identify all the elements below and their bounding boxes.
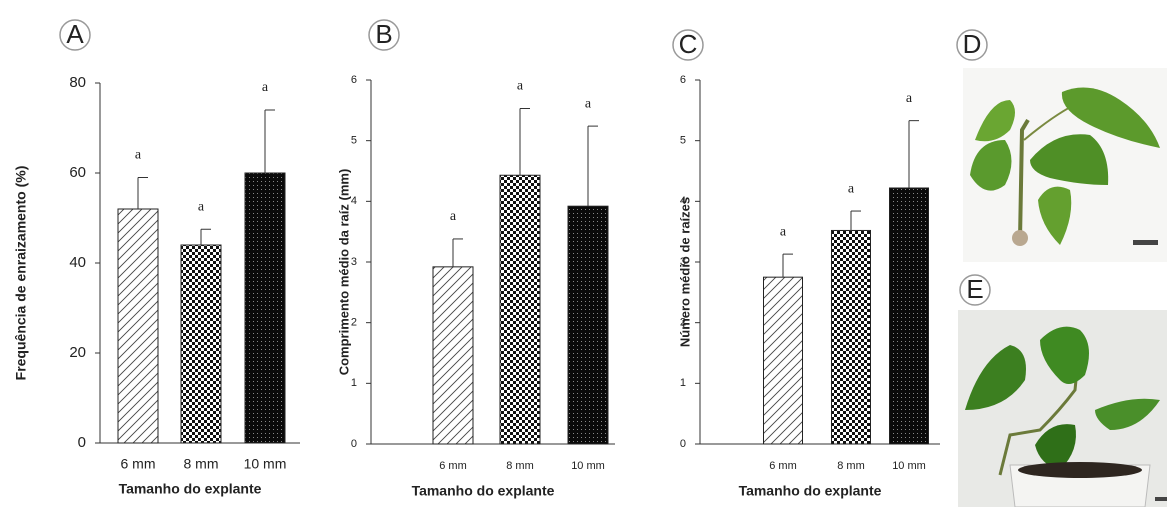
x-tick-label: 8 mm bbox=[506, 460, 534, 472]
bar bbox=[433, 267, 473, 444]
x-tick-label: 8 mm bbox=[837, 460, 865, 472]
significance-letter: a bbox=[135, 148, 142, 163]
y-tick-label: 80 bbox=[69, 74, 86, 91]
bar bbox=[500, 175, 540, 444]
y-tick-label: 1 bbox=[351, 377, 357, 389]
figure: A0204060806 mma8 mma10 mmaTamanho do exp… bbox=[0, 0, 1167, 507]
y-tick-label: 5 bbox=[351, 135, 357, 147]
bar bbox=[245, 173, 285, 443]
panel-label: C bbox=[679, 29, 698, 59]
x-tick-label: 10 mm bbox=[244, 456, 287, 472]
y-tick-label: 0 bbox=[351, 438, 357, 450]
y-tick-label: 60 bbox=[69, 164, 86, 181]
x-axis-label: Tamanho do explante bbox=[739, 483, 882, 499]
x-axis-label: Tamanho do explante bbox=[412, 483, 555, 499]
x-tick-label: 6 mm bbox=[121, 456, 156, 472]
x-axis-label: Tamanho do explante bbox=[119, 481, 262, 497]
panel-label: A bbox=[66, 19, 84, 49]
significance-letter: a bbox=[517, 79, 524, 94]
y-tick-label: 1 bbox=[680, 377, 686, 389]
x-tick-label: 6 mm bbox=[769, 460, 797, 472]
photo-d bbox=[963, 68, 1167, 262]
significance-letter: a bbox=[262, 80, 269, 95]
bar bbox=[181, 245, 221, 443]
y-axis-label: Frequência de enraizamento (%) bbox=[13, 166, 29, 381]
x-tick-label: 8 mm bbox=[184, 456, 219, 472]
y-axis-label: Número médio de raízes bbox=[677, 197, 692, 347]
y-tick-label: 5 bbox=[680, 135, 686, 147]
x-tick-label: 6 mm bbox=[439, 460, 467, 472]
significance-letter: a bbox=[198, 199, 205, 214]
significance-letter: a bbox=[450, 209, 457, 224]
x-tick-label: 10 mm bbox=[892, 460, 926, 472]
significance-letter: a bbox=[906, 91, 913, 106]
y-tick-label: 6 bbox=[351, 74, 357, 86]
y-tick-label: 40 bbox=[69, 254, 86, 271]
y-tick-label: 20 bbox=[69, 344, 86, 361]
photo-e bbox=[958, 310, 1167, 507]
y-tick-label: 3 bbox=[351, 256, 357, 268]
y-tick-label: 2 bbox=[351, 317, 357, 329]
y-tick-label: 0 bbox=[680, 438, 686, 450]
significance-letter: a bbox=[848, 181, 855, 196]
panel-label: B bbox=[375, 19, 392, 49]
bar bbox=[832, 230, 871, 444]
photo-label: D bbox=[963, 29, 982, 59]
bar bbox=[764, 277, 803, 444]
y-axis-label: Comprimento médio da raíz (mm) bbox=[336, 169, 351, 376]
bar bbox=[568, 206, 608, 444]
y-tick-label: 0 bbox=[78, 434, 86, 451]
x-tick-label: 10 mm bbox=[571, 460, 605, 472]
significance-letter: a bbox=[585, 96, 592, 111]
y-tick-label: 6 bbox=[680, 74, 686, 86]
y-tick-label: 4 bbox=[351, 195, 357, 207]
bar bbox=[118, 209, 158, 443]
significance-letter: a bbox=[780, 224, 787, 239]
bar bbox=[890, 188, 929, 444]
photo-label: E bbox=[966, 274, 983, 304]
